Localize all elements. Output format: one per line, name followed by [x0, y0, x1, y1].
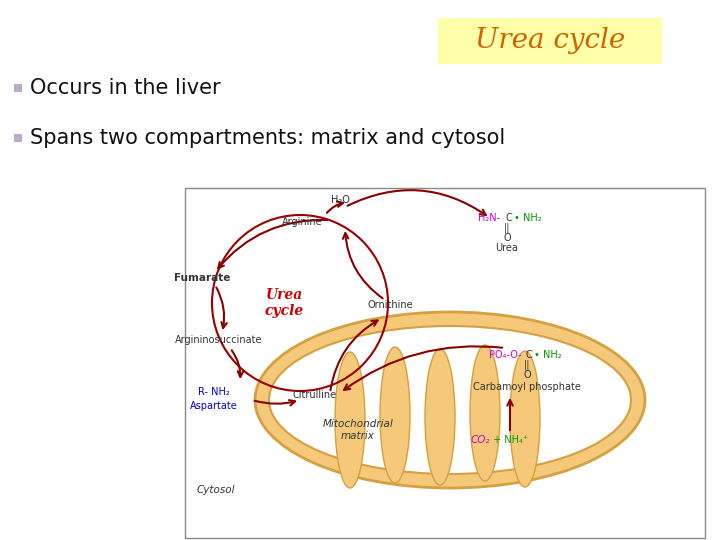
Text: Arginine: Arginine — [282, 217, 323, 227]
Text: R- NH₂: R- NH₂ — [198, 387, 230, 397]
Text: Aspartate: Aspartate — [190, 401, 238, 411]
Text: Occurs in the liver: Occurs in the liver — [30, 78, 220, 98]
Text: • NH₂: • NH₂ — [514, 213, 541, 223]
FancyBboxPatch shape — [438, 18, 662, 64]
Ellipse shape — [470, 345, 500, 481]
Text: PO₄-O-: PO₄-O- — [490, 350, 522, 360]
Text: Argininosuccinate: Argininosuccinate — [175, 335, 263, 345]
Ellipse shape — [255, 312, 645, 488]
Text: Mitochondrial
matrix: Mitochondrial matrix — [323, 419, 393, 441]
Text: Carbamoyl phosphate: Carbamoyl phosphate — [473, 382, 581, 392]
Text: Urea cycle: Urea cycle — [475, 28, 625, 55]
Text: H₂O: H₂O — [330, 195, 349, 205]
Text: Spans two compartments: matrix and cytosol: Spans two compartments: matrix and cytos… — [30, 128, 505, 148]
Text: O: O — [523, 370, 531, 380]
Ellipse shape — [510, 351, 540, 487]
Text: + NH₄⁺: + NH₄⁺ — [490, 435, 528, 445]
Ellipse shape — [380, 347, 410, 483]
Text: Fumarate: Fumarate — [174, 273, 230, 283]
Text: ||: || — [523, 360, 530, 370]
Text: C: C — [505, 213, 512, 223]
Text: O: O — [503, 233, 510, 243]
Ellipse shape — [425, 349, 455, 485]
Ellipse shape — [269, 326, 631, 474]
Text: H₂N-: H₂N- — [478, 213, 500, 223]
Text: Ornithine: Ornithine — [367, 300, 413, 310]
Text: C: C — [525, 350, 532, 360]
Ellipse shape — [335, 352, 365, 488]
FancyBboxPatch shape — [185, 188, 705, 538]
Text: Urea
cycle: Urea cycle — [264, 288, 304, 318]
Text: • NH₂: • NH₂ — [534, 350, 562, 360]
Text: CO₂: CO₂ — [470, 435, 490, 445]
Text: Citrulline: Citrulline — [293, 390, 337, 400]
Text: Urea: Urea — [495, 243, 518, 253]
Text: ||: || — [504, 222, 510, 233]
Text: Cytosol: Cytosol — [197, 485, 235, 495]
